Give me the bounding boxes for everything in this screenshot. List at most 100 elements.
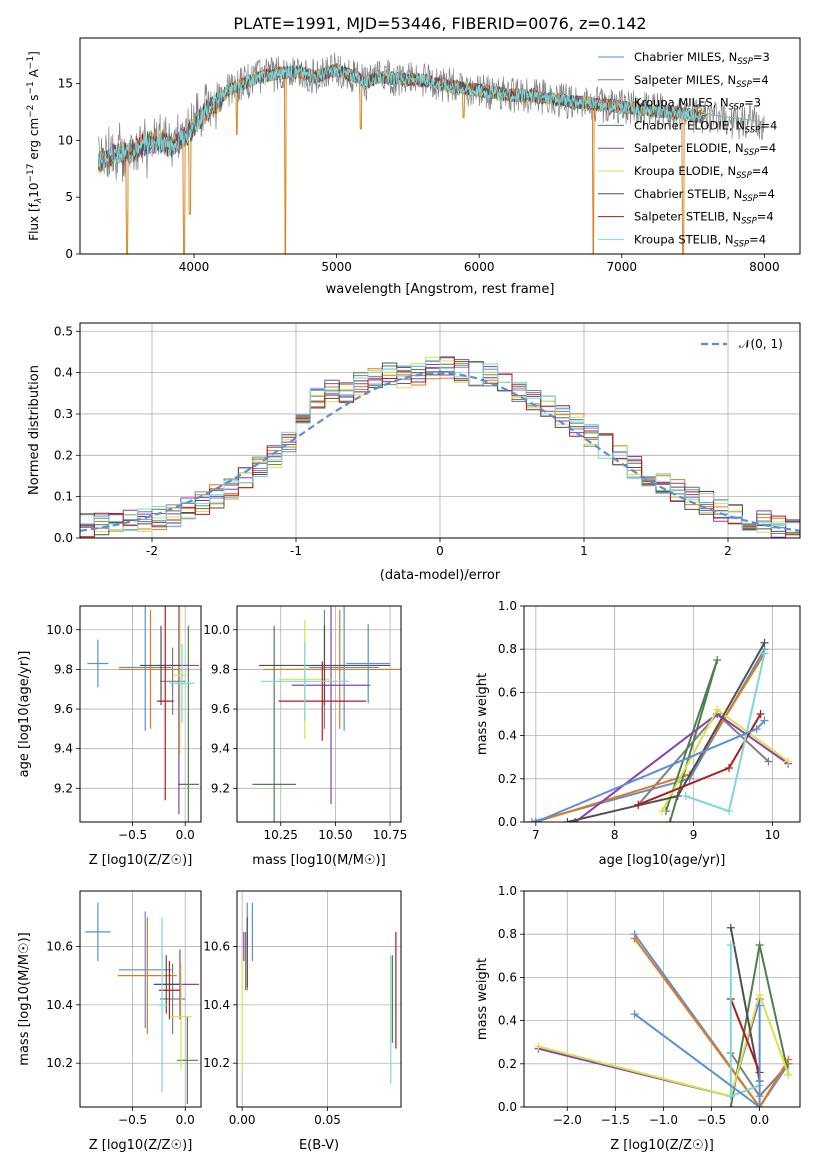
y-tick-label: 9.8 — [211, 662, 230, 676]
plot-area — [87, 606, 199, 822]
weight-point — [658, 807, 666, 816]
y-tick-label: 0.8 — [498, 927, 517, 941]
x-tick-label: 8000 — [749, 260, 780, 274]
histogram-series-4 — [80, 359, 800, 538]
y-tick-label: 0.2 — [498, 772, 517, 786]
weight-point — [665, 818, 674, 822]
y-tick-label: 0 — [65, 247, 73, 261]
legend-entry: Salpeter ELODIE, NSSP=4 — [634, 141, 776, 158]
x-tick-label: 0 — [436, 544, 444, 558]
axes-frame — [79, 37, 801, 255]
y-tick-label: 9.4 — [211, 742, 230, 756]
x-tick-label: 1 — [580, 544, 588, 558]
y-tick-label: 9.2 — [54, 781, 73, 795]
x-tick-label: 10.50 — [318, 828, 352, 842]
y-axis-label: mass weight — [475, 958, 490, 1040]
weight-line-2 — [633, 937, 790, 1107]
legend-entry: Salpeter MILES, NSSP=4 — [634, 73, 769, 90]
x-axis-label: Z [log10(Z/Z☉)] — [89, 1138, 193, 1153]
plot-area — [534, 923, 793, 1107]
weight-point — [726, 941, 735, 949]
weight-point — [764, 757, 773, 766]
histogram-series-2 — [80, 361, 800, 532]
panel-mass_vs_metallicity: −0.5 0.0 10.2 10.4 10.6 Z [log10(Z/Z☉)] mass [… — [17, 890, 202, 1153]
x-tick-label: 0.0 — [176, 1113, 195, 1127]
panel-mass_weight_vs_metallicity: −2.0 −1.5 −1.0 −0.5 0.0 0.0 0.2 0.4 0.6 0.8 1.0 Z [… — [475, 884, 801, 1153]
axes-frame — [79, 605, 202, 823]
axes-frame — [523, 605, 801, 823]
x-axis-label: Z [log10(Z/Z☉)] — [610, 1138, 714, 1153]
y-tick-label: 10.2 — [203, 1056, 230, 1070]
y-tick-label: 10.6 — [203, 939, 230, 953]
y-tick-label: 0.2 — [498, 1057, 517, 1071]
weight-point — [713, 705, 722, 714]
x-tick-label: −0.5 — [697, 1113, 726, 1127]
y-tick-label: 10.6 — [46, 939, 73, 953]
y-tick-label: 1.0 — [498, 599, 517, 613]
spectrum-line-5 — [98, 64, 765, 254]
x-tick-label: −0.5 — [118, 828, 147, 842]
y-tick-label: 0.8 — [498, 642, 517, 656]
weight-line-9 — [634, 1005, 761, 1107]
weight-point — [681, 792, 690, 801]
x-tick-label: 10.75 — [373, 828, 407, 842]
x-tick-label: 7 — [532, 828, 540, 842]
figure-title: PLATE=1991, MJD=53446, FIBERID=0076, z=0… — [233, 14, 646, 33]
y-tick-label: 0.5 — [54, 324, 73, 338]
x-tick-label: 0.0 — [176, 828, 195, 842]
y-axis-label: Flux [fλ10−17 erg cm−2 s−1 A−1] — [26, 51, 44, 241]
y-tick-label: 9.2 — [211, 781, 230, 795]
plot-area — [80, 356, 800, 538]
x-tick-label: 9 — [690, 828, 698, 842]
weight-point — [755, 1103, 764, 1107]
y-tick-label: 10 — [58, 133, 73, 147]
y-tick-label: 0.6 — [498, 970, 517, 984]
weight-point — [760, 716, 769, 725]
weight-point — [527, 818, 536, 822]
weight-point — [726, 923, 735, 932]
x-tick-label: 10.25 — [264, 828, 298, 842]
y-tick-label: 5 — [65, 190, 73, 204]
weight-point — [531, 818, 540, 822]
y-axis-label: mass [log10(M/M☉)] — [17, 932, 32, 1065]
y-tick-label: 0.0 — [498, 1100, 517, 1114]
weight-point — [756, 710, 765, 718]
plot-area — [85, 902, 199, 1105]
x-axis-label: age [log10(age/yr)] — [599, 853, 726, 868]
x-tick-label: 7000 — [607, 260, 638, 274]
y-tick-label: 10.4 — [46, 998, 73, 1012]
weight-point — [760, 649, 769, 658]
x-tick-label: -2 — [146, 544, 158, 558]
weight-point — [725, 807, 734, 816]
y-tick-label: 9.6 — [54, 702, 73, 716]
weight-point — [726, 1092, 735, 1101]
y-tick-label: 10.2 — [46, 1056, 73, 1070]
axes-frame — [236, 890, 402, 1108]
y-tick-label: 10.4 — [203, 998, 230, 1012]
y-tick-label: 0.0 — [54, 531, 73, 545]
weight-point — [713, 656, 722, 664]
spectrum-line-8 — [98, 64, 765, 170]
weight-line-5 — [538, 991, 790, 1098]
axes-frame — [79, 890, 202, 1108]
weight-point — [634, 800, 643, 809]
weight-line-6 — [729, 927, 761, 1082]
weight-line-2 — [535, 652, 766, 822]
y-tick-label: 0.0 — [498, 815, 517, 829]
plot-area — [252, 606, 401, 822]
weight-point — [784, 1070, 793, 1079]
weight-point — [755, 941, 764, 949]
x-axis-label: E(B-V) — [299, 1138, 339, 1153]
y-tick-label: 0.6 — [498, 685, 517, 699]
weight-line-6 — [567, 642, 766, 822]
x-axis-label: (data-model)/error — [380, 568, 501, 583]
plot-area — [98, 52, 765, 254]
x-tick-label: 5000 — [321, 260, 352, 274]
y-tick-label: 0.4 — [498, 729, 517, 743]
legend-entry: Kroupa STELIB, NSSP=4 — [634, 232, 766, 249]
panel-age_vs_metallicity: −0.5 0.0 9.2 9.4 9.6 9.8 10.0 Z [log10(Z/Z☉)] ag… — [17, 605, 202, 868]
legend-entry: Chabrier MILES, NSSP=3 — [634, 50, 770, 67]
weight-point — [630, 934, 639, 943]
x-tick-label: 8 — [611, 828, 619, 842]
